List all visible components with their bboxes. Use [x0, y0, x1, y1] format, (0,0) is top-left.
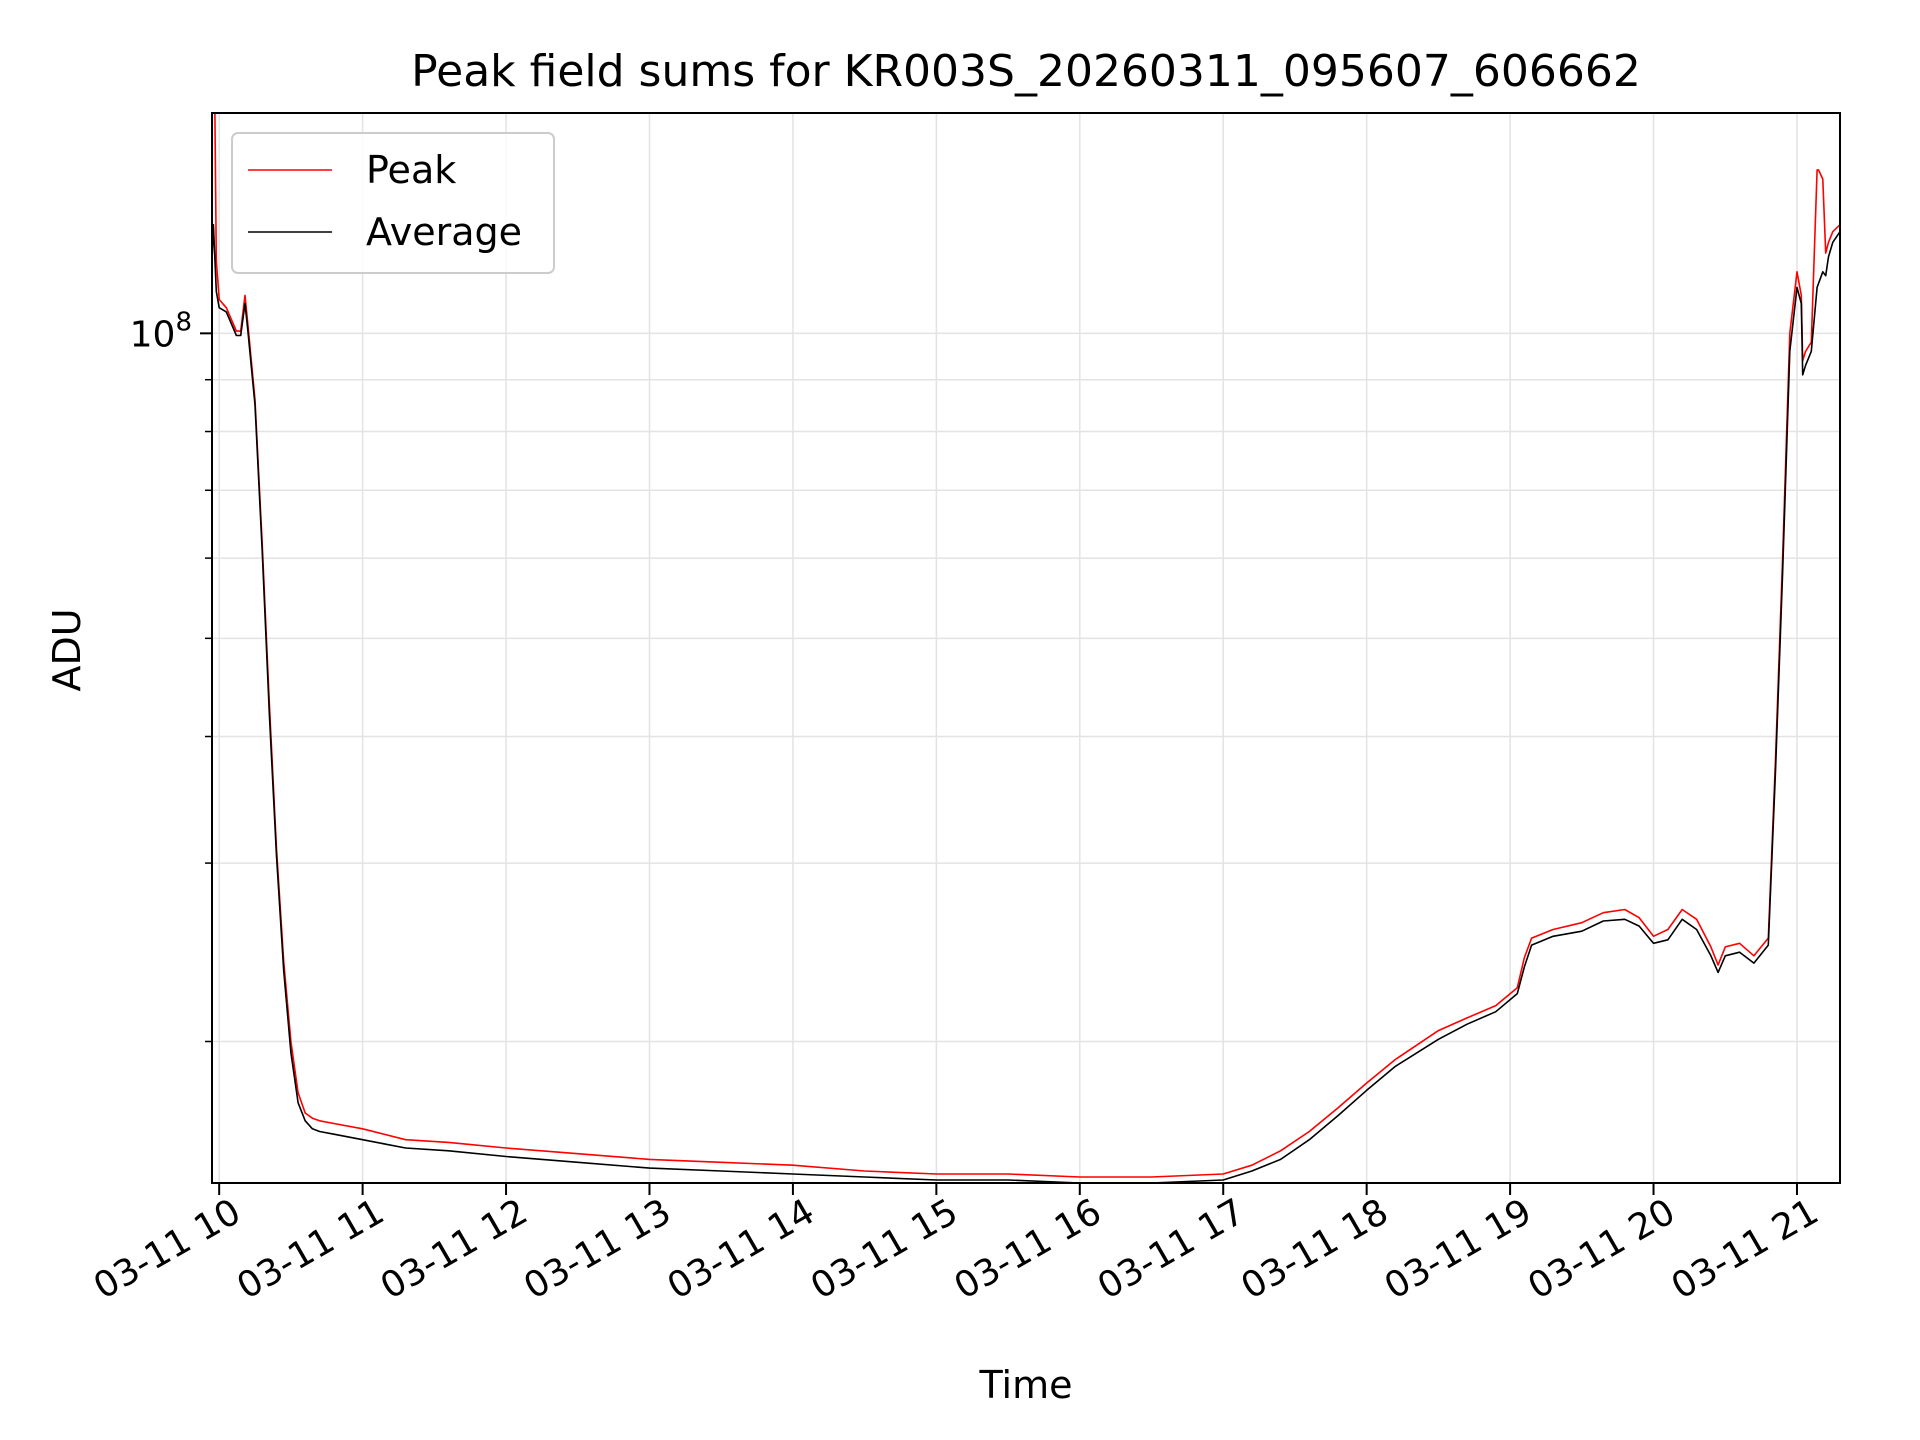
x-axis-label: Time [979, 1363, 1073, 1407]
plot-frame [211, 112, 1841, 1184]
y-tick-label: 108 [130, 307, 192, 355]
legend-box [231, 132, 555, 274]
chart-title: Peak field sums for KR003S_20260311_0956… [411, 46, 1641, 97]
legend-label-average: Average [366, 210, 522, 254]
y-axis-label: ADU [45, 608, 89, 691]
series-group [211, 112, 1841, 1184]
legend: Peak Average [231, 132, 555, 274]
y-axis: 108 [130, 307, 212, 1043]
series-line-average [211, 223, 1841, 1184]
legend-label-peak: Peak [366, 148, 456, 192]
grid [212, 113, 1840, 1183]
